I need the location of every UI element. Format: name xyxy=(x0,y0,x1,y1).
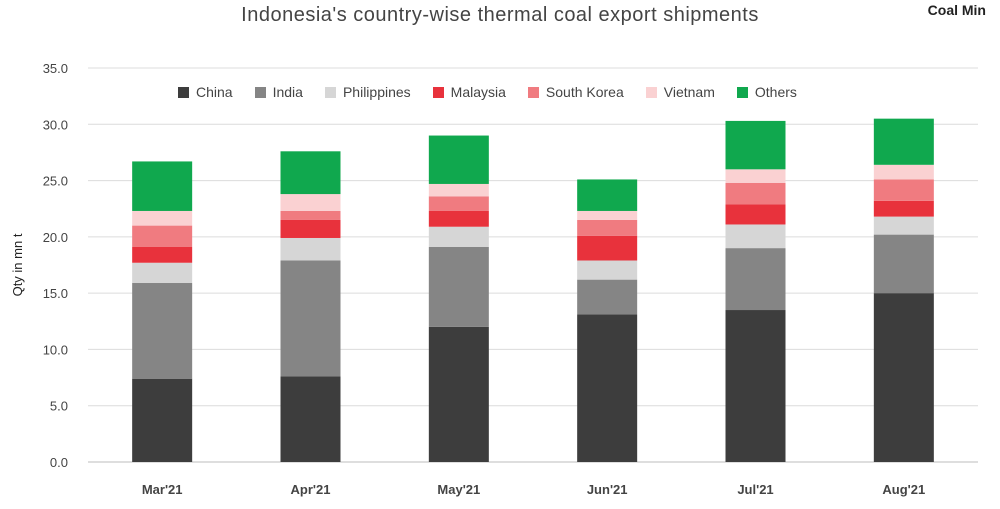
legend-label: Philippines xyxy=(342,84,411,100)
bar-segment-india xyxy=(428,246,489,327)
bar-segment-others xyxy=(577,179,638,211)
bar-segment-malaysia xyxy=(873,200,934,217)
bar-segment-south-korea xyxy=(428,196,489,211)
y-tick-label: 35.0 xyxy=(43,61,68,76)
x-tick-label: Apr'21 xyxy=(291,482,331,497)
bar-segment-others xyxy=(725,120,786,170)
legend-label: Malaysia xyxy=(450,84,506,100)
legend-swatch xyxy=(254,86,266,98)
bar-segment-philippines xyxy=(577,260,638,280)
y-tick-label: 0.0 xyxy=(50,455,68,470)
legend-item: Philippines xyxy=(324,84,411,100)
legend-swatch xyxy=(432,86,444,98)
bar-segment-vietnam xyxy=(132,210,193,226)
bar-segment-china xyxy=(280,376,341,462)
bar-segment-south-korea xyxy=(280,210,341,220)
bar-segment-china xyxy=(132,378,193,462)
legend-item: South Korea xyxy=(527,84,624,100)
bar-segment-vietnam xyxy=(873,164,934,180)
bar-segment-philippines xyxy=(725,224,786,249)
legend-item: China xyxy=(178,84,233,100)
bar-segment-india xyxy=(280,260,341,377)
legend-swatch xyxy=(324,86,336,98)
legend-label: Others xyxy=(754,84,797,100)
bar-segment-others xyxy=(280,151,341,195)
x-tick-label: May'21 xyxy=(437,482,480,497)
legend-item: Vietnam xyxy=(645,84,715,100)
bar-segment-china xyxy=(577,314,638,462)
legend-swatch xyxy=(645,86,657,98)
y-tick-label: 25.0 xyxy=(43,174,68,189)
chart-title: Indonesia's country-wise thermal coal ex… xyxy=(241,4,759,26)
y-tick-label: 5.0 xyxy=(50,399,68,414)
bar-segment-india xyxy=(132,283,193,379)
bar-segment-malaysia xyxy=(280,219,341,238)
bar-segment-vietnam xyxy=(577,210,638,220)
legend-swatch xyxy=(527,86,539,98)
bar-segment-malaysia xyxy=(428,210,489,227)
bar-segment-vietnam xyxy=(725,169,786,183)
bar-segment-vietnam xyxy=(428,183,489,197)
y-tick-label: 10.0 xyxy=(43,342,68,357)
x-tick-label: Jul'21 xyxy=(737,482,773,497)
source-label: Coal Min xyxy=(927,2,986,18)
x-tick-label: Jun'21 xyxy=(587,482,628,497)
bar-segment-vietnam xyxy=(280,194,341,211)
chart-legend: China India Philippines Malaysia South Korea… xyxy=(178,84,819,100)
bar-segment-malaysia xyxy=(132,246,193,263)
x-tick-label: Mar'21 xyxy=(142,482,183,497)
bar-segment-philippines xyxy=(873,216,934,235)
bar-segment-malaysia xyxy=(577,235,638,261)
bar-segment-philippines xyxy=(428,226,489,247)
bar-segment-others xyxy=(873,118,934,165)
bar-segment-others xyxy=(428,135,489,184)
legend-item: India xyxy=(254,84,303,100)
legend-label: South Korea xyxy=(545,84,624,100)
x-tick-label: Aug'21 xyxy=(882,482,925,497)
bar-segment-china xyxy=(428,326,489,462)
legend-swatch xyxy=(736,86,748,98)
bar-segment-malaysia xyxy=(725,204,786,225)
bar-segment-others xyxy=(132,161,193,211)
y-axis-label: Qty in mn t xyxy=(10,233,25,296)
bar-segment-china xyxy=(725,310,786,462)
bar-segment-south-korea xyxy=(132,225,193,247)
y-tick-label: 30.0 xyxy=(43,117,68,132)
legend-label: Vietnam xyxy=(663,84,715,100)
bar-segment-south-korea xyxy=(873,179,934,201)
legend-swatch xyxy=(178,86,189,98)
legend-label: China xyxy=(196,84,233,100)
legend-item: Others xyxy=(736,84,797,100)
bar-segment-india xyxy=(577,279,638,315)
legend-item: Malaysia xyxy=(432,84,506,100)
bar-segment-south-korea xyxy=(725,182,786,205)
bar-segment-philippines xyxy=(280,237,341,261)
bar-segment-china xyxy=(873,293,934,462)
y-tick-label: 15.0 xyxy=(43,286,68,301)
bar-segment-india xyxy=(873,234,934,294)
bar-segment-india xyxy=(725,248,786,311)
y-tick-label: 20.0 xyxy=(43,230,68,245)
legend-label: India xyxy=(272,84,303,100)
bar-segment-philippines xyxy=(132,262,193,284)
bar-segment-south-korea xyxy=(577,219,638,236)
